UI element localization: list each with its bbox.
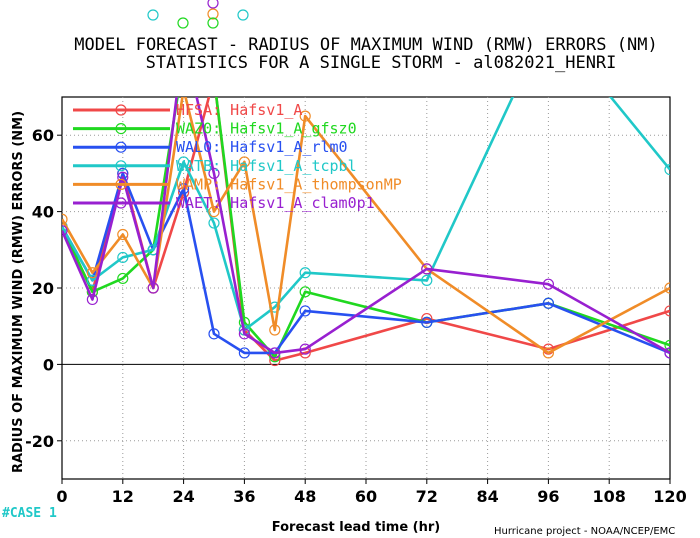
data-point-marker bbox=[208, 328, 220, 340]
y-tick-label: 40 bbox=[32, 203, 54, 222]
data-point-marker bbox=[269, 324, 281, 336]
data-point-marker bbox=[86, 267, 99, 279]
data-point-marker bbox=[208, 167, 220, 179]
legend-swatch-marker bbox=[115, 104, 127, 116]
x-axis-label: Forecast lead time (hr) bbox=[272, 520, 440, 535]
data-point-marker bbox=[664, 339, 670, 351]
x-axis-ticks: 0 12 24 36 48 60 72 84 96 108 120 bbox=[56, 479, 687, 506]
y-tick-label: 20 bbox=[32, 279, 54, 298]
data-point-marker bbox=[269, 347, 281, 359]
data-point-marker bbox=[147, 282, 159, 294]
data-point-marker bbox=[209, 73, 219, 83]
logo-circle-purple-top bbox=[207, 0, 219, 9]
series-line bbox=[62, 97, 670, 355]
data-point-marker bbox=[179, 84, 189, 94]
data-point-marker bbox=[117, 251, 129, 264]
data-point-marker bbox=[299, 343, 311, 355]
data-point-marker bbox=[238, 156, 250, 168]
data-point-marker bbox=[238, 347, 250, 359]
series-line bbox=[62, 97, 670, 355]
data-point-marker bbox=[62, 213, 68, 225]
x-tick-label: 84 bbox=[476, 487, 498, 506]
legend-entry-label: HFSA: Hafsv1_A bbox=[176, 101, 302, 119]
data-point-marker bbox=[664, 347, 670, 359]
legend-swatch-marker bbox=[115, 178, 127, 190]
x-tick-label: 0 bbox=[56, 487, 67, 506]
x-tick-label: 12 bbox=[112, 487, 134, 506]
data-point-marker bbox=[238, 328, 250, 340]
logo-circle-orange bbox=[207, 8, 219, 20]
x-tick-label: 108 bbox=[592, 487, 625, 506]
y-tick-label: 0 bbox=[43, 355, 54, 374]
logo-circle-green-right bbox=[207, 17, 219, 29]
logo-circle-cyan-left bbox=[147, 9, 159, 21]
x-tick-label: 60 bbox=[355, 487, 377, 506]
logo-circle-cyan-right bbox=[237, 9, 249, 21]
data-point-marker bbox=[86, 293, 99, 306]
header-logo-circles bbox=[147, 0, 249, 29]
x-tick-label: 48 bbox=[294, 487, 316, 506]
series-line bbox=[62, 97, 670, 332]
y-tick-label: 60 bbox=[32, 126, 54, 145]
x-tick-label: 96 bbox=[537, 487, 559, 506]
data-point-marker bbox=[299, 267, 311, 279]
data-point-marker bbox=[208, 217, 220, 229]
x-tick-label: 72 bbox=[416, 487, 438, 506]
series-line bbox=[62, 172, 670, 355]
data-point-marker bbox=[664, 305, 670, 317]
grid-lines bbox=[62, 97, 670, 479]
chart-title-line1: MODEL FORECAST - RADIUS OF MAXIMUM WIND … bbox=[74, 35, 657, 55]
x-tick-label: 120 bbox=[653, 487, 686, 506]
data-point-marker bbox=[542, 297, 555, 309]
legend-entry-label: WAMP: Hafsv1_A_thompsonMP bbox=[176, 175, 402, 193]
data-point-marker bbox=[209, 73, 219, 83]
y-tick-label: -20 bbox=[25, 432, 54, 451]
legend-swatch-marker bbox=[115, 160, 127, 172]
data-point-marker bbox=[421, 316, 433, 328]
data-point-marker bbox=[421, 263, 433, 275]
data-point-marker bbox=[299, 305, 311, 317]
data-point-marker bbox=[542, 347, 555, 359]
data-point-marker bbox=[117, 228, 129, 241]
data-point-marker bbox=[178, 156, 190, 168]
y-axis-label: RADIUS OF MAXIMUM WIND (RMW) ERRORS (NM) bbox=[11, 111, 26, 473]
data-point-marker bbox=[299, 110, 311, 122]
legend-swatch-marker bbox=[115, 141, 127, 153]
legend-entry-label: WAZ0: Hafsv1_A_gfsz0 bbox=[176, 120, 357, 138]
legend-entry-label: WAET: Hafsv1_A_clam0p1 bbox=[176, 194, 375, 212]
data-point-marker bbox=[208, 206, 220, 218]
data-point-marker bbox=[299, 286, 311, 298]
data-point-marker bbox=[117, 272, 129, 285]
legend-entry-label: WATB: Hafsv1_A_tcpbl bbox=[176, 157, 357, 175]
y-axis-ticks: -20 0 20 40 60 bbox=[25, 126, 62, 451]
data-point-marker bbox=[542, 278, 555, 290]
legend-swatch-marker bbox=[115, 123, 127, 135]
data-point-marker bbox=[62, 225, 68, 237]
x-tick-label: 24 bbox=[172, 487, 194, 506]
data-point-marker bbox=[664, 282, 670, 294]
data-point-marker bbox=[664, 163, 670, 176]
legend-entry-label: WAL0: Hafsv1_A_rlm0 bbox=[176, 138, 348, 156]
credit-text: Hurricane project - NOAA/NCEP/EMC bbox=[494, 526, 675, 537]
logo-circle-green-left bbox=[177, 17, 189, 29]
data-point-marker bbox=[421, 274, 433, 286]
data-point-marker bbox=[543, 16, 553, 26]
legend-swatch-marker bbox=[115, 197, 127, 209]
chart-title-line2: STATISTICS FOR A SINGLE STORM - al082021… bbox=[146, 53, 617, 73]
series-lines bbox=[62, 16, 670, 367]
data-point-marker bbox=[178, 183, 190, 195]
case-count-label: #CASE 1 bbox=[2, 506, 57, 521]
x-tick-label: 36 bbox=[233, 487, 255, 506]
data-point-marker bbox=[117, 171, 129, 183]
